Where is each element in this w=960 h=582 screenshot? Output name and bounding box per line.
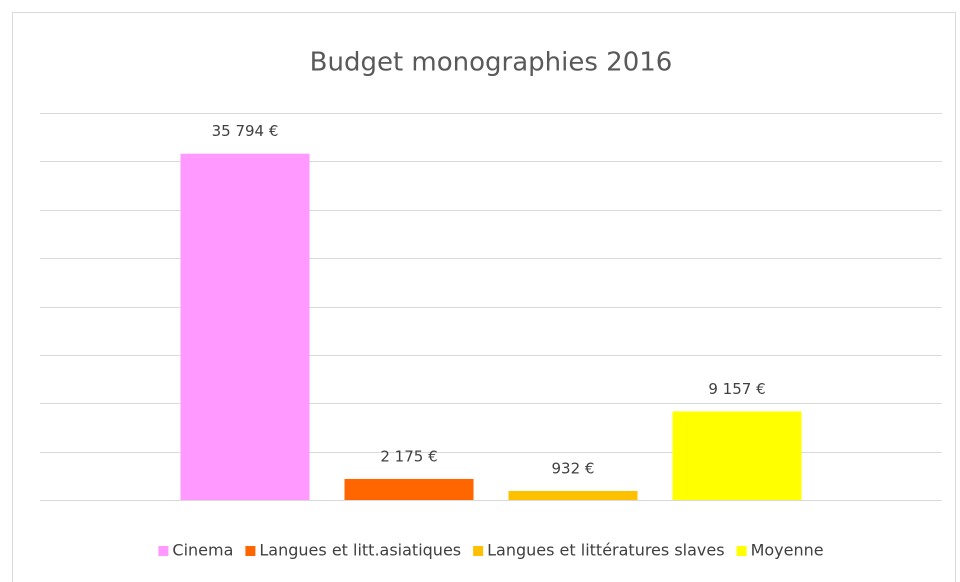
data-label: 932 € [552,459,595,477]
data-label: 9 157 € [708,380,765,398]
legend-label: Moyenne [751,541,824,560]
legend-label: Langues et littératures slaves [487,541,724,560]
legend-swatch [736,546,747,556]
bar [508,490,638,500]
bar [672,411,802,500]
chart-frame [12,12,956,582]
legend-label: Langues et litt.asiatiques [259,541,461,560]
chart-title: Budget monographies 2016 [310,48,673,78]
data-label: 2 175 € [380,447,437,465]
data-label: 35 794 € [212,122,279,140]
legend-swatch [245,546,256,556]
legend-swatch [473,546,484,556]
legend-label: Cinema [172,541,233,560]
bar [180,153,310,500]
legend-swatch [158,546,169,556]
bar [344,478,474,500]
